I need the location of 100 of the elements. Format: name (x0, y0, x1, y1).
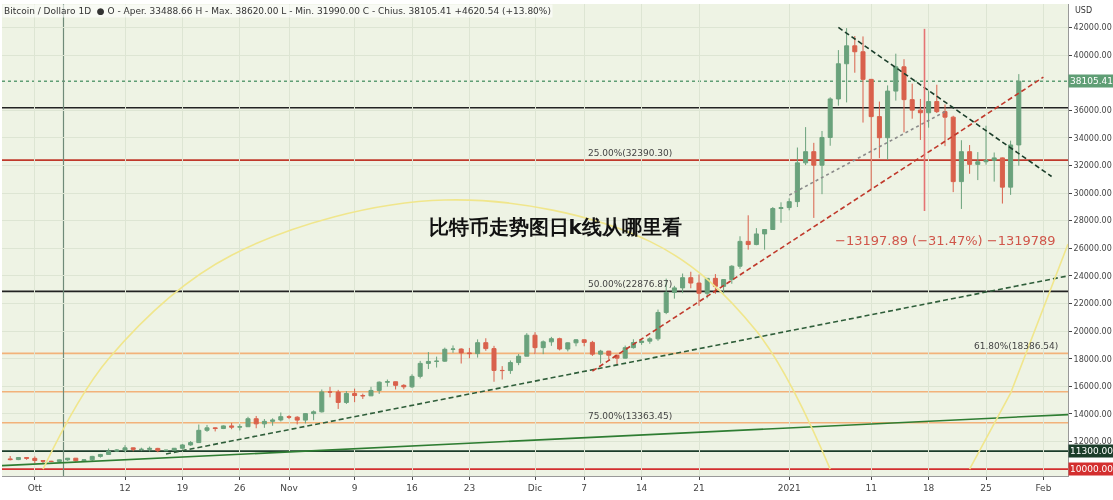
text: 比特币走势图日k线从哪里看 (428, 215, 682, 239)
candlestick (483, 337, 489, 352)
x-tick-label: 7 (581, 482, 588, 493)
x-tick-label: Nov (280, 482, 299, 493)
candlestick (909, 83, 915, 120)
candlestick (261, 418, 267, 429)
candlestick (171, 447, 177, 451)
x-tick-label: 9 (351, 482, 358, 493)
text: USD (1075, 6, 1093, 15)
candlestick (647, 336, 653, 345)
y-tick-label: 34000.00 (1073, 133, 1112, 143)
candlestick (270, 417, 276, 427)
candlestick (229, 422, 235, 430)
x-tick-label: 12 (119, 482, 131, 493)
candlestick (1008, 140, 1014, 196)
x-tick-label: 26 (234, 482, 246, 493)
y-tick-label: 36000.00 (1073, 106, 1112, 116)
candlestick (565, 341, 571, 352)
candlestick (360, 393, 366, 400)
candlestick (901, 58, 907, 133)
candlestick (286, 414, 292, 420)
candlestick (696, 274, 702, 307)
annotation: 50.00%(22876.87) (588, 279, 673, 289)
candlestick (130, 447, 136, 452)
candlestick (999, 156, 1005, 205)
candlestick (475, 338, 481, 359)
candlestick (81, 459, 87, 462)
candlestick (294, 415, 300, 425)
line-series (42, 199, 831, 470)
candlestick (950, 115, 956, 193)
x-tick-label: 16 (406, 482, 418, 493)
x-tick-label: 2021 (777, 482, 801, 493)
candlestick (885, 84, 891, 161)
candlestick (803, 126, 809, 166)
candlestick (548, 336, 554, 347)
candlestick (557, 337, 563, 351)
candlestick (368, 386, 374, 397)
candlestick (589, 340, 595, 357)
y-tick-label: 24000.00 (1073, 271, 1112, 281)
candlestick (7, 455, 13, 461)
candlestick (393, 381, 399, 390)
candlestick (983, 125, 989, 166)
candlestick (220, 424, 226, 430)
y-tick-label: 30000.00 (1073, 188, 1112, 198)
y-tick-label: 16000.00 (1073, 382, 1112, 392)
candlestick (516, 353, 522, 366)
candlestick (442, 347, 448, 363)
ref-line-label: 38105.41 (1070, 76, 1113, 86)
annotation: Bitcoin / Dollaro 1D ● O - Aper. 33488.66 H - Max. 38620.00 L - Min. 31990.00 C - Chius. 38105.41 +4620.54 (+13.80%) (4, 6, 551, 16)
x-tick-label: 23 (463, 482, 476, 493)
candlestick (827, 96, 833, 147)
candlestick (794, 147, 800, 208)
candlestick (491, 345, 497, 383)
candlestick (598, 349, 604, 365)
candlestick (606, 350, 612, 361)
candlestick (32, 455, 38, 464)
candlestick (65, 457, 71, 462)
candlestick (753, 227, 759, 246)
x-tick-label: 25 (980, 482, 992, 493)
candlestick (278, 412, 284, 422)
candlestick (917, 98, 923, 141)
candlestick (729, 264, 735, 285)
ref-line-label: 11300.00 (1070, 446, 1113, 456)
x-tick-label: 19 (176, 482, 189, 493)
candlestick (343, 390, 349, 405)
x-tick-label: Feb (1035, 482, 1052, 493)
y-tick-label: 26000.00 (1073, 244, 1112, 254)
y-tick-label: 20000.00 (1073, 326, 1112, 336)
candlestick (196, 424, 202, 444)
candlestick (876, 101, 882, 159)
candlestick (770, 206, 776, 231)
candlestick (417, 360, 423, 379)
candlestick (302, 412, 308, 424)
x-tick-label: 11 (865, 482, 877, 493)
candlestick (778, 201, 784, 224)
candlestick (204, 424, 210, 433)
candlestick (122, 444, 128, 454)
candlestick (319, 388, 325, 414)
y-tick-label: 28000.00 (1073, 216, 1112, 226)
candlestick (311, 409, 317, 421)
y-tick-label: 32000.00 (1073, 161, 1112, 171)
candlestick (327, 386, 333, 398)
y-tick-label: 22000.00 (1073, 299, 1112, 309)
candlestick (450, 344, 456, 354)
candlestick (671, 285, 677, 300)
candlestick (384, 379, 390, 388)
candlestick (762, 228, 768, 251)
candlestick (745, 214, 751, 251)
candlestick (56, 458, 62, 463)
x-tick-label: 14 (635, 482, 648, 493)
x-tick-label: 21 (693, 482, 705, 493)
candlestick (499, 365, 505, 381)
candlestick (245, 416, 251, 428)
candlestick (507, 359, 513, 375)
candlestick (40, 459, 46, 465)
candlestick (573, 338, 579, 347)
candlestick (335, 389, 341, 410)
y-tick-label: 18000.00 (1073, 354, 1112, 364)
candlestick (97, 453, 103, 459)
candlestick (434, 356, 440, 369)
